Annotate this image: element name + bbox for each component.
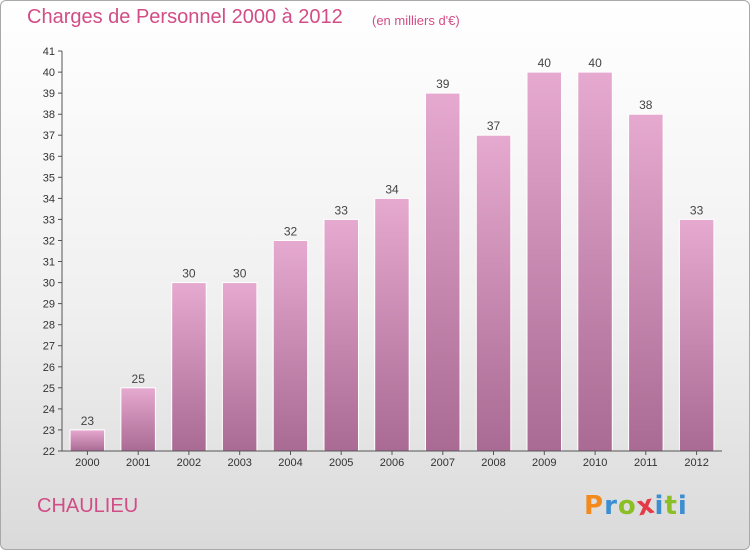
x-tick-label: 2001 xyxy=(126,457,150,469)
commune-name: CHAULIEU xyxy=(37,495,139,517)
y-tick-label: 29 xyxy=(43,299,55,311)
bar-2003 xyxy=(221,282,258,452)
x-tick-label: 2004 xyxy=(278,457,302,469)
bar-value-label: 37 xyxy=(487,119,501,133)
bar-2012 xyxy=(678,218,715,452)
x-tick-label: 2010 xyxy=(583,457,607,469)
x-tick-label: 2009 xyxy=(532,457,556,469)
bar-2008 xyxy=(475,134,512,452)
x-tick-label: 2006 xyxy=(380,457,404,469)
x-tick-label: 2008 xyxy=(481,457,505,469)
bar-value-label: 25 xyxy=(132,372,146,386)
y-tick-label: 41 xyxy=(43,46,55,58)
bar-2005 xyxy=(323,218,359,452)
bar-2011 xyxy=(628,113,664,452)
y-tick-label: 22 xyxy=(43,446,55,458)
y-tick-label: 25 xyxy=(43,383,55,395)
bar-2000 xyxy=(69,429,106,452)
bar-value-label: 40 xyxy=(588,56,602,70)
bar-value-label: 40 xyxy=(538,56,552,70)
y-tick-label: 37 xyxy=(43,130,55,142)
chart-title: Charges de Personnel 2000 à 2012 xyxy=(27,6,343,28)
chart-subtitle: (en milliers d'€) xyxy=(372,13,460,28)
bar-value-label: 23 xyxy=(81,414,95,428)
x-tick-label: 2005 xyxy=(329,457,353,469)
bar-2007 xyxy=(425,92,461,452)
proxiti-logo[interactable]: Proxiti xyxy=(584,489,688,522)
logo-letter: i xyxy=(677,491,688,521)
x-tick-label: 2003 xyxy=(227,457,251,469)
bar-2002 xyxy=(171,282,207,452)
y-tick-label: 39 xyxy=(43,88,55,100)
y-tick-label: 31 xyxy=(43,257,55,269)
y-tick-label: 23 xyxy=(43,425,55,437)
y-tick-label: 28 xyxy=(43,320,55,332)
logo-letter: t xyxy=(664,491,678,521)
y-tick-label: 36 xyxy=(43,151,55,163)
y-tick-label: 30 xyxy=(43,278,55,290)
bar-value-label: 38 xyxy=(639,98,653,112)
bar-value-label: 39 xyxy=(436,77,450,91)
logo-letter: i xyxy=(654,491,665,521)
y-tick-label: 33 xyxy=(43,214,55,226)
bar-2010 xyxy=(577,71,613,452)
bar-2006 xyxy=(374,197,410,452)
bar-value-label: 33 xyxy=(335,203,349,217)
bar-value-label: 33 xyxy=(690,203,704,217)
y-tick-label: 38 xyxy=(43,109,55,121)
y-tick-label: 24 xyxy=(43,404,55,416)
x-tick-label: 2000 xyxy=(75,457,99,469)
y-tick-label: 34 xyxy=(43,193,55,205)
bar-2009 xyxy=(526,71,562,452)
y-tick-label: 26 xyxy=(43,362,55,374)
x-tick-label: 2007 xyxy=(431,457,455,469)
bar-value-label: 34 xyxy=(385,182,399,196)
logo-letter: r xyxy=(604,491,618,521)
x-tick-label: 2012 xyxy=(684,457,708,469)
logo-letter: P xyxy=(584,491,605,521)
bar-value-label: 32 xyxy=(284,225,298,239)
x-tick-label: 2002 xyxy=(177,457,201,469)
y-tick-label: 27 xyxy=(43,341,55,353)
x-tick-label: 2011 xyxy=(634,457,658,469)
y-tick-label: 40 xyxy=(43,67,55,79)
bar-2004 xyxy=(272,240,309,452)
bar-value-label: 30 xyxy=(182,267,196,281)
bar-value-label: 30 xyxy=(233,267,247,281)
y-tick-label: 35 xyxy=(43,172,55,184)
bar-2001 xyxy=(120,387,156,452)
logo-letter: o xyxy=(617,491,637,521)
y-tick-label: 32 xyxy=(43,236,55,248)
